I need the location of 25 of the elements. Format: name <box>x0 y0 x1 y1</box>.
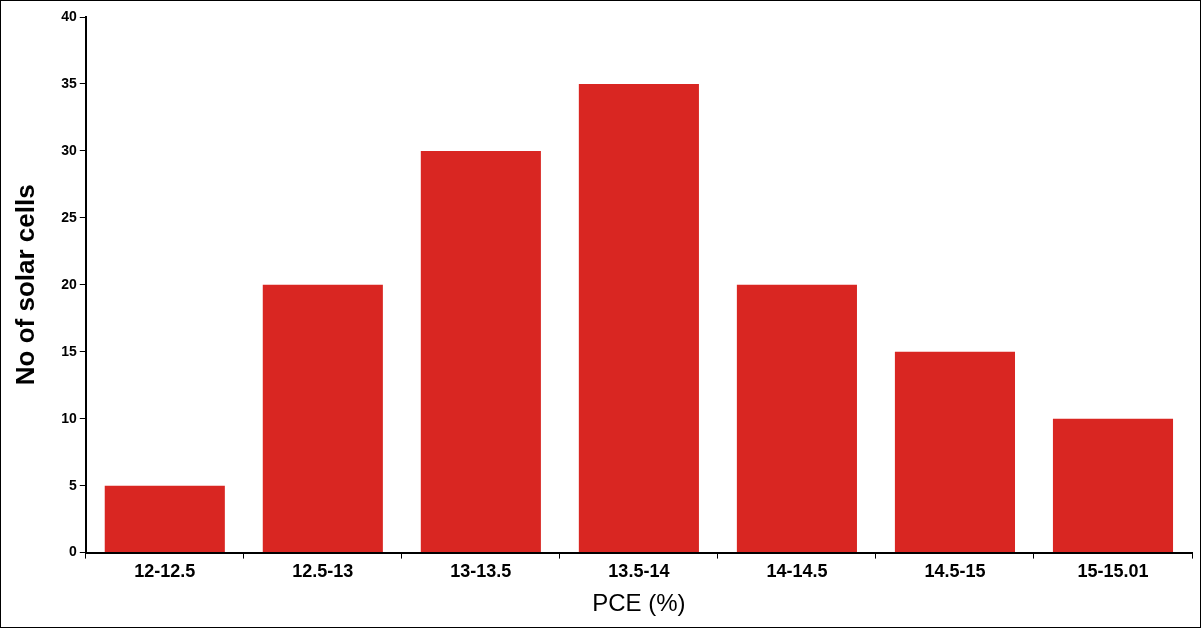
bar <box>894 351 1015 553</box>
x-tick-label: 14.5-15 <box>924 561 986 582</box>
x-tick-label: 14-14.5 <box>766 561 828 582</box>
x-tick-label: 12.5-13 <box>292 561 354 582</box>
y-tick-label: 5 <box>68 476 77 493</box>
y-tick-label: 30 <box>61 141 77 158</box>
y-tick-label: 25 <box>61 208 77 225</box>
bar <box>1052 418 1174 553</box>
bar <box>578 83 699 553</box>
y-tick-label: 40 <box>61 7 77 24</box>
y-tick-label: 35 <box>61 74 77 91</box>
x-axis-title: PCE (%) <box>592 589 686 617</box>
bar <box>104 485 225 553</box>
bar <box>736 284 857 553</box>
y-tick-label: 10 <box>61 409 77 426</box>
y-tick-label: 15 <box>61 342 77 359</box>
x-tick-label: 15-15.01 <box>1077 561 1149 582</box>
x-tick-label: 13.5-14 <box>608 561 670 582</box>
y-axis-title: No of solar cells <box>9 184 40 386</box>
y-tick-label: 0 <box>68 543 77 560</box>
x-tick-label: 13-13.5 <box>450 561 512 582</box>
bar <box>420 150 541 553</box>
y-tick-label: 20 <box>61 275 77 292</box>
bar <box>262 284 383 553</box>
x-tick-label: 12-12.5 <box>134 561 196 582</box>
